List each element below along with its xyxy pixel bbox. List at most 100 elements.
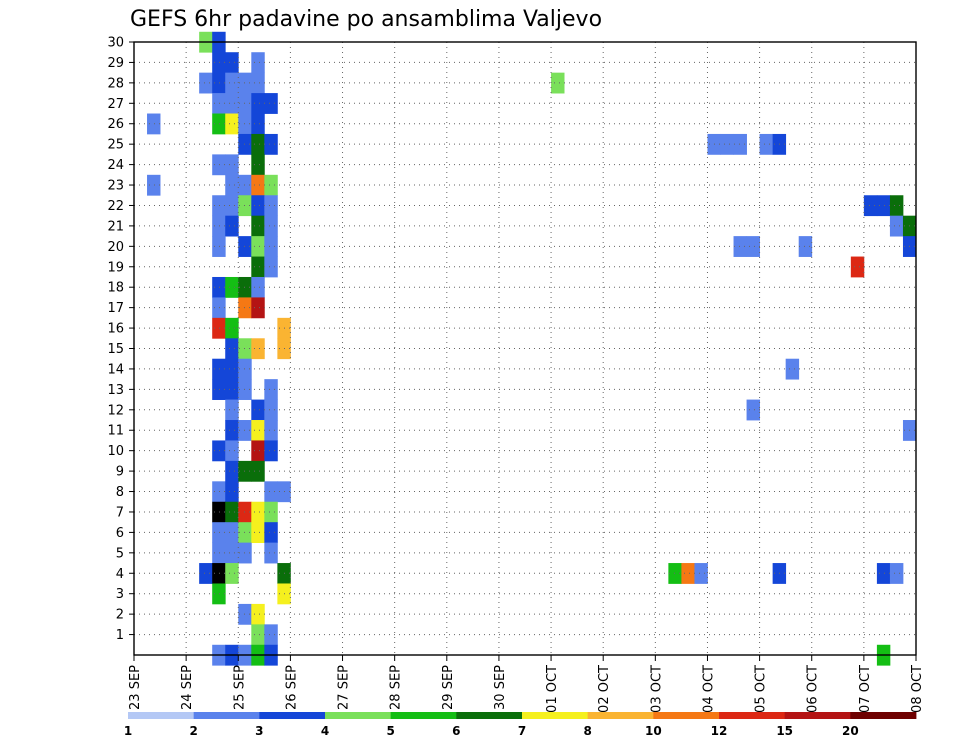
y-tick-label: 18 bbox=[107, 281, 124, 296]
heatmap-cell bbox=[668, 563, 682, 584]
heatmap-cell bbox=[264, 93, 278, 114]
x-tick-label: 27 SEP bbox=[337, 665, 352, 710]
legend-label: 4 bbox=[321, 724, 329, 738]
y-tick-label: 27 bbox=[107, 97, 124, 112]
heatmap-cell bbox=[212, 583, 226, 605]
legend-label: 20 bbox=[842, 724, 859, 738]
heatmap-cell bbox=[251, 113, 265, 135]
heatmap-cell bbox=[212, 379, 226, 400]
legend-label: 7 bbox=[518, 724, 526, 738]
heatmap-cell bbox=[264, 542, 278, 564]
x-tick-label: 29 SEP bbox=[441, 665, 456, 710]
heatmap-cell bbox=[251, 276, 265, 298]
y-tick-label: 6 bbox=[116, 526, 124, 541]
heatmap-cell bbox=[225, 379, 239, 400]
heatmap-cell bbox=[212, 154, 226, 176]
heatmap-cell bbox=[199, 72, 213, 94]
x-tick-label: 07 OCT bbox=[858, 665, 873, 713]
heatmap-cell bbox=[199, 563, 213, 584]
axis-layer: 1234567891011121314151617181920212223242… bbox=[107, 36, 925, 713]
legend-label: 12 bbox=[711, 724, 728, 738]
cells-layer bbox=[147, 31, 917, 666]
heatmap-cell bbox=[889, 195, 904, 217]
legend-swatch bbox=[390, 712, 457, 719]
heatmap-cell bbox=[225, 276, 239, 298]
x-tick-label: 06 OCT bbox=[806, 665, 821, 713]
y-tick-label: 14 bbox=[107, 362, 124, 377]
heatmap-cell bbox=[264, 133, 278, 155]
heatmap-cell bbox=[251, 256, 265, 278]
heatmap-cell bbox=[225, 399, 239, 421]
legend-label: 8 bbox=[583, 724, 591, 738]
heatmap-cell bbox=[225, 93, 239, 114]
x-tick-label: 05 OCT bbox=[754, 665, 769, 713]
y-tick-label: 11 bbox=[107, 424, 124, 439]
heatmap-cell bbox=[798, 236, 813, 257]
chart-title: GEFS 6hr padavine po ansamblima Valjevo bbox=[130, 7, 602, 32]
y-tick-label: 15 bbox=[107, 342, 124, 357]
heatmap-cell bbox=[733, 133, 747, 155]
heatmap-cell bbox=[251, 72, 265, 94]
legend-swatch bbox=[587, 712, 654, 719]
heatmap-cell bbox=[264, 624, 278, 646]
heatmap-cell bbox=[251, 522, 265, 544]
heatmap-cell bbox=[212, 440, 226, 462]
legend-label: 2 bbox=[189, 724, 197, 738]
legend-swatch bbox=[719, 712, 786, 719]
heatmap-cell bbox=[212, 93, 226, 114]
heatmap-cell bbox=[212, 113, 226, 135]
x-tick-label: 04 OCT bbox=[701, 665, 716, 713]
x-tick-label: 23 SEP bbox=[128, 665, 143, 710]
heatmap-cell bbox=[264, 501, 278, 523]
heatmap-cell bbox=[863, 195, 878, 217]
heatmap-cell bbox=[251, 420, 265, 441]
heatmap-cell bbox=[264, 256, 278, 278]
y-tick-label: 4 bbox=[116, 567, 124, 582]
heatmap-cell bbox=[251, 297, 265, 319]
x-tick-label: 25 SEP bbox=[232, 665, 247, 710]
y-tick-label: 21 bbox=[107, 219, 124, 234]
heatmap-cell bbox=[212, 563, 226, 584]
heatmap-cell bbox=[876, 195, 891, 217]
heatmap-cell bbox=[264, 379, 278, 400]
x-tick-label: 30 SEP bbox=[493, 665, 508, 710]
heatmap-cell bbox=[264, 399, 278, 421]
legend-label: 15 bbox=[776, 724, 793, 738]
heatmap-cell bbox=[746, 236, 760, 257]
heatmap-cell bbox=[551, 72, 565, 94]
legend-swatch bbox=[653, 712, 720, 719]
heatmap-cell bbox=[212, 522, 226, 544]
heatmap-cell bbox=[264, 481, 278, 503]
heatmap-cell bbox=[785, 358, 800, 380]
y-tick-label: 24 bbox=[107, 158, 124, 173]
heatmap-cell bbox=[225, 72, 239, 94]
heatmap-cell bbox=[225, 501, 239, 523]
y-tick-label: 9 bbox=[116, 465, 124, 480]
heatmap-cell bbox=[225, 113, 239, 135]
heatmap-cell bbox=[746, 399, 760, 421]
heatmap-cell bbox=[212, 276, 226, 298]
heatmap-cell bbox=[759, 133, 774, 155]
y-tick-label: 5 bbox=[116, 546, 124, 561]
heatmap-cell bbox=[212, 297, 226, 319]
x-tick-label: 01 OCT bbox=[545, 665, 560, 713]
legend-label: 10 bbox=[645, 724, 662, 738]
heatmap-cell bbox=[212, 542, 226, 564]
legend-label: 1 bbox=[124, 724, 132, 738]
heatmap-cell bbox=[225, 481, 239, 503]
heatmap-cell bbox=[212, 358, 226, 380]
heatmap-cell bbox=[889, 563, 904, 584]
heatmap-cell bbox=[251, 236, 265, 257]
heatmap-cell bbox=[225, 338, 239, 360]
heatmap-cell bbox=[212, 236, 226, 257]
x-tick-label: 03 OCT bbox=[649, 665, 664, 713]
heatmap-cell bbox=[225, 440, 239, 462]
heatmap-cell bbox=[212, 195, 226, 217]
y-tick-label: 26 bbox=[107, 117, 124, 132]
heatmap-cell bbox=[264, 195, 278, 217]
heatmap-cell bbox=[225, 522, 239, 544]
heatmap-cell bbox=[147, 113, 161, 135]
heatmap-cell bbox=[225, 317, 239, 339]
y-tick-label: 19 bbox=[107, 260, 124, 275]
x-tick-label: 02 OCT bbox=[597, 665, 612, 713]
